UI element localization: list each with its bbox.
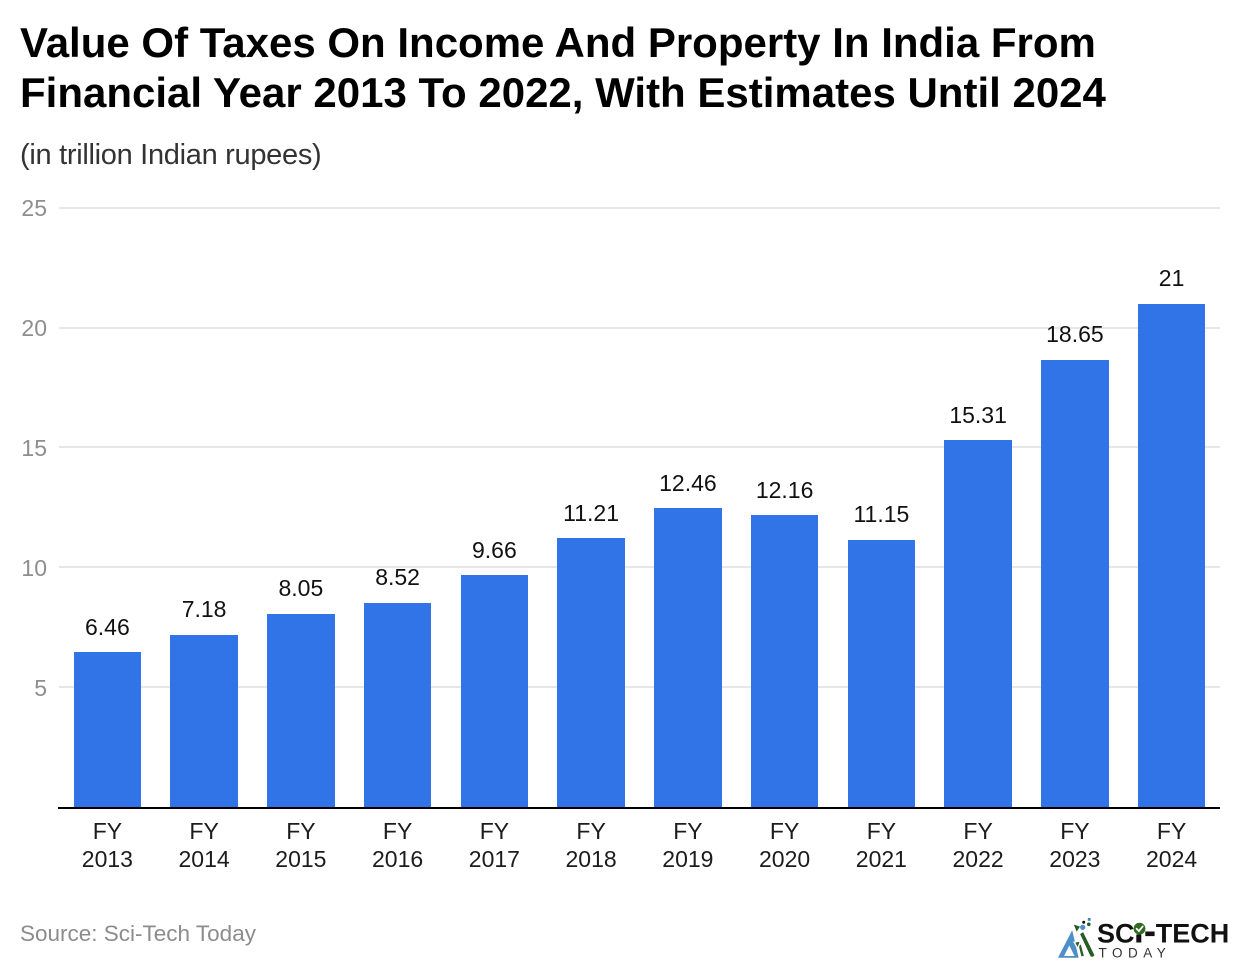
svg-text:TODAY: TODAY xyxy=(1099,946,1172,961)
svg-text:TECH: TECH xyxy=(1156,919,1230,949)
svg-text:SC: SC xyxy=(1097,919,1135,949)
